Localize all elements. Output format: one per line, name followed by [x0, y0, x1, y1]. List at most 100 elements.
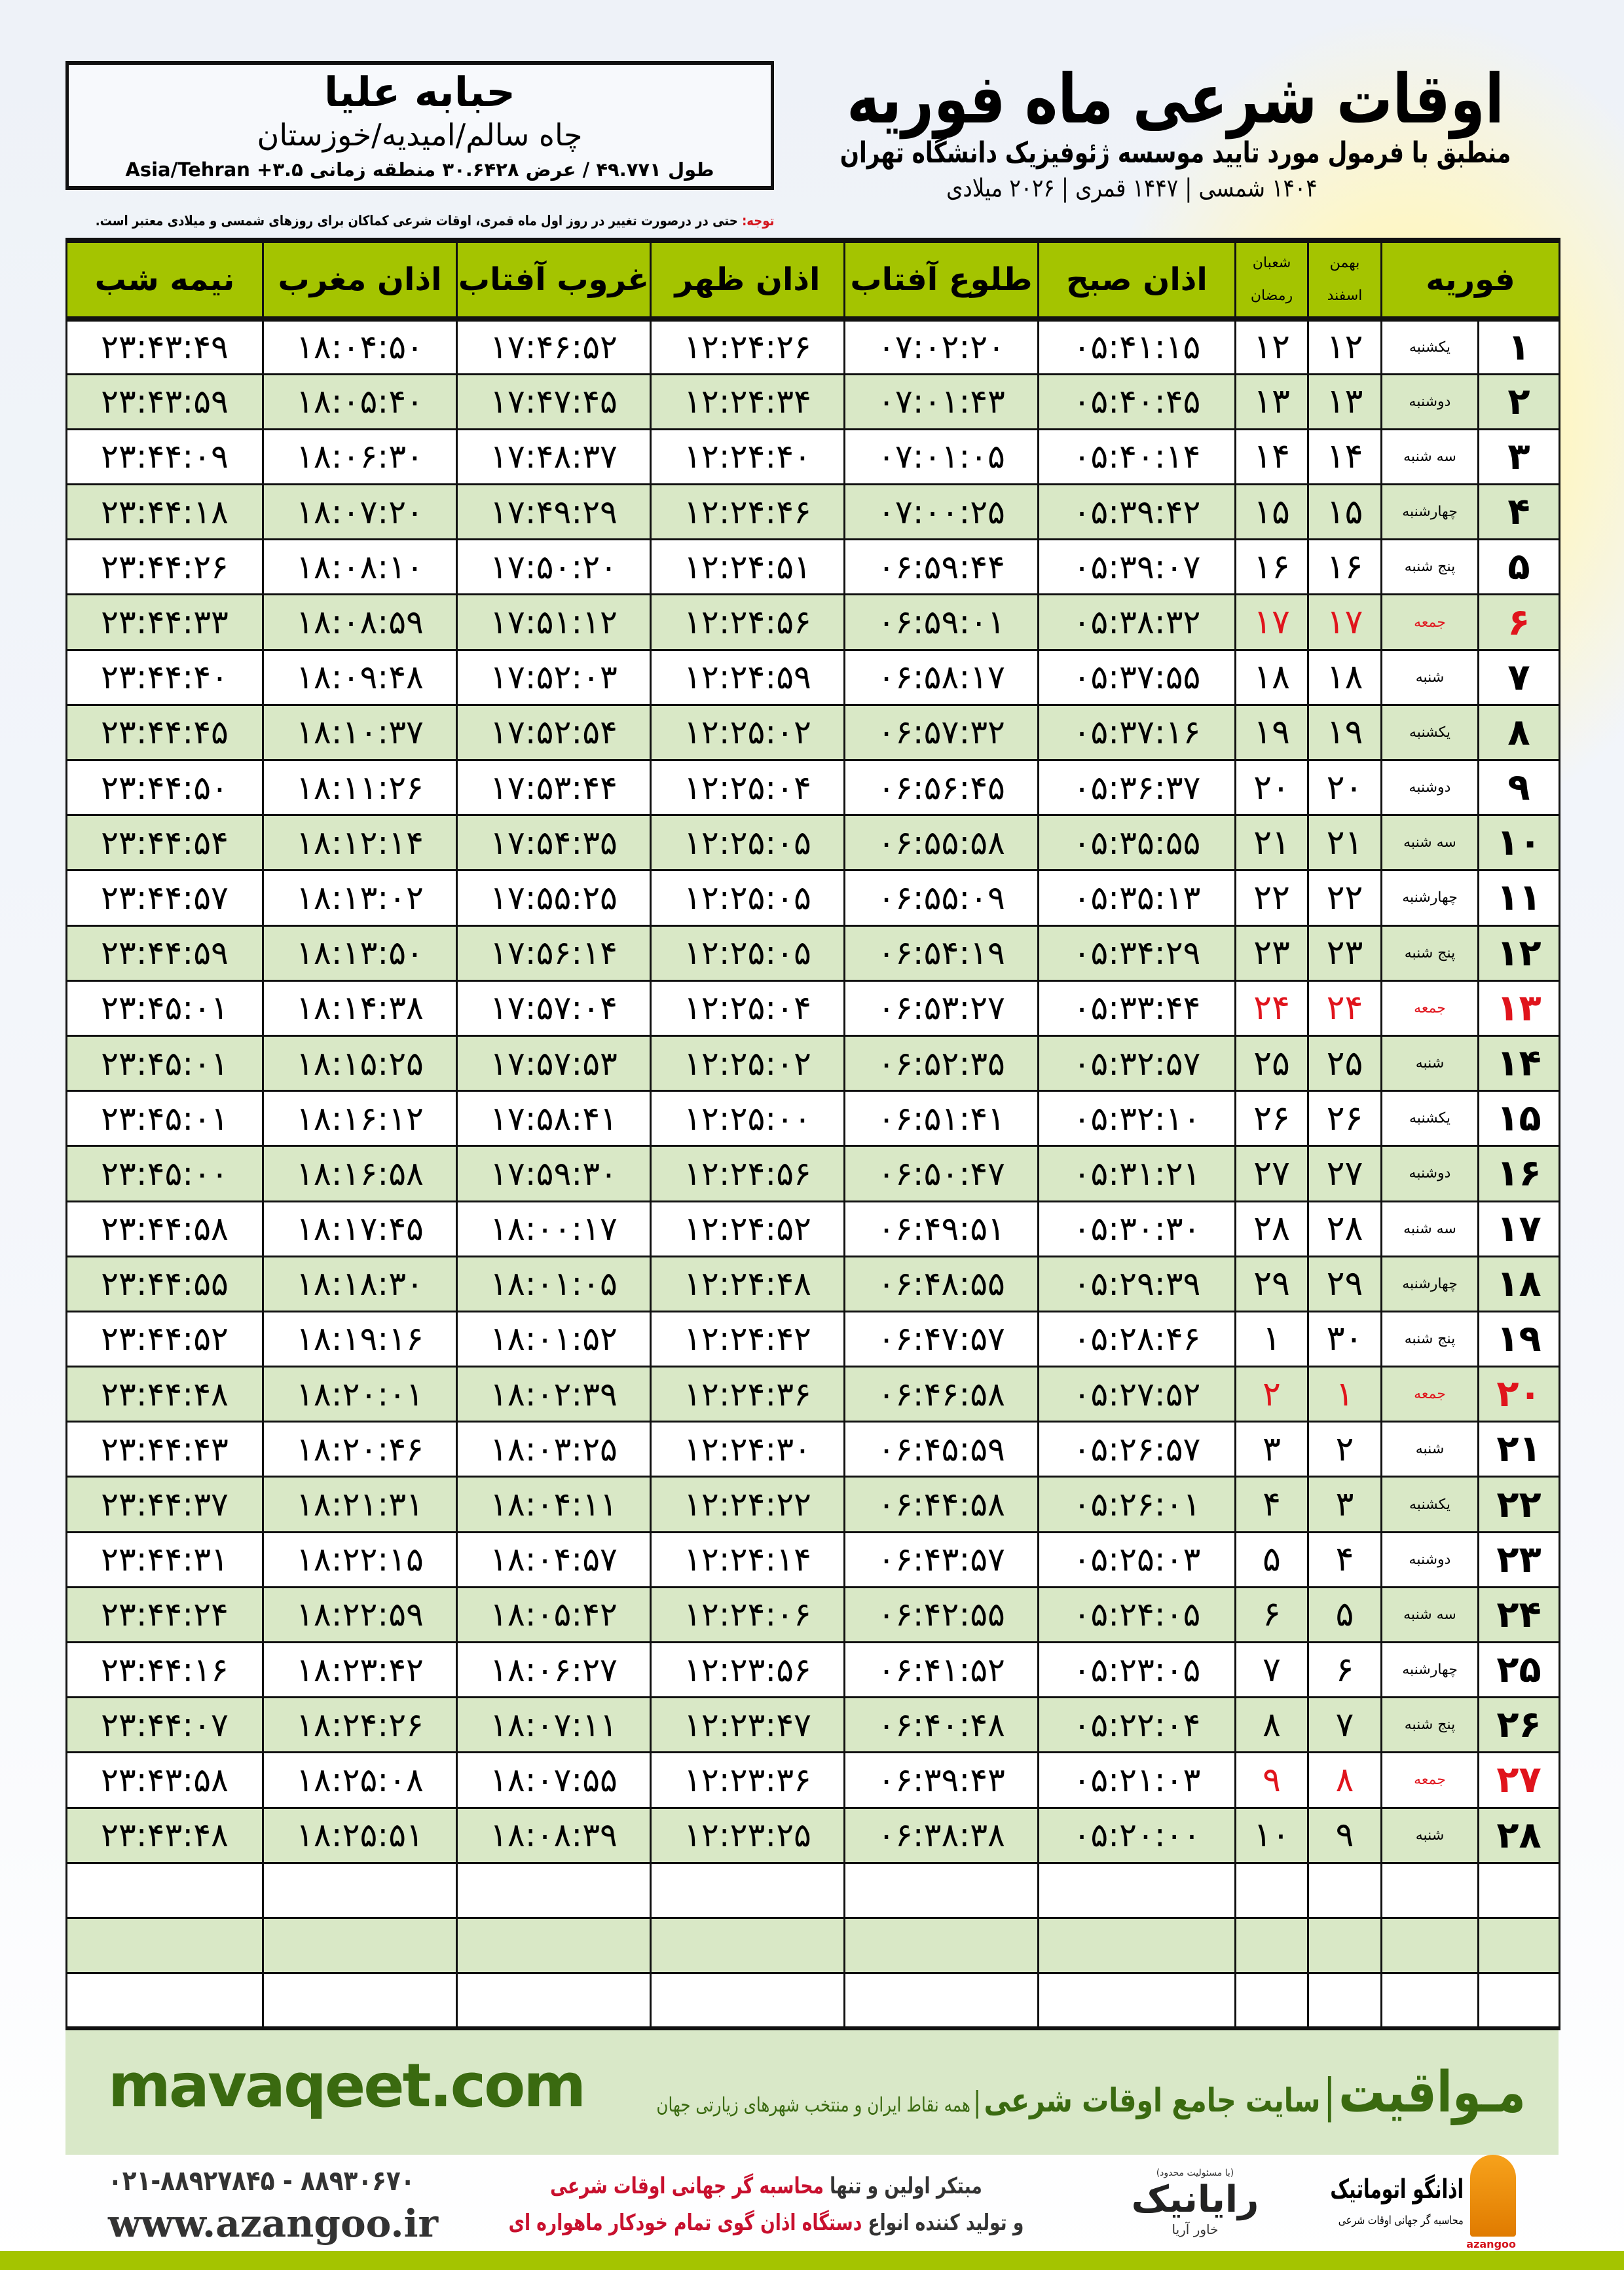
nimeshab-time: ۲۳:۴۴:۳۷	[65, 1476, 264, 1533]
nimeshab-time: ۲۳:۴۴:۱۶	[65, 1641, 264, 1699]
zohr-time: ۱۲:۲۵:۰۵	[650, 924, 845, 982]
azangoo-website[interactable]: www.azangoo.ir	[108, 2201, 439, 2246]
shamsi-day: ۱۵	[1307, 483, 1382, 541]
col-zohr: اذان ظهر	[650, 238, 845, 322]
shamsi-day: ۱	[1307, 1366, 1382, 1423]
shamsi-day: ۲۴	[1307, 979, 1382, 1037]
weekday: دوشنبه	[1380, 758, 1480, 817]
ghorub-time: ۱۷:۴۶:۵۲	[456, 318, 652, 375]
note-label: توجه:	[741, 213, 774, 229]
col-tolu: طلوع آفتاب	[843, 238, 1039, 322]
tolu-time: ۰۶:۴۸:۵۵	[843, 1255, 1039, 1312]
sobh-time: ۰۵:۳۲:۵۷	[1037, 1034, 1236, 1092]
day-number: ۷	[1477, 648, 1561, 706]
site-tagline: مـواقیت | سایت جامع اوقات شرعی | همه نقا…	[656, 2060, 1526, 2125]
col-shamsi: بهمن اسفند	[1307, 238, 1382, 322]
zohr-time: ۱۲:۲۵:۰۰	[650, 1090, 845, 1147]
maghrib-time: ۱۸:۱۷:۴۵	[262, 1200, 458, 1257]
qamari-day: ۵	[1234, 1531, 1309, 1588]
table-row: ۱۰ سه شنبه ۲۱ ۲۱ ۰۵:۳۵:۵۵ ۰۶:۵۵:۵۸ ۱۲:۲۵:۰۵ ۱۷:…	[65, 814, 1561, 872]
col-sobh: اذان صبح	[1037, 238, 1236, 322]
tolu-time: ۰۶:۴۳:۵۷	[843, 1531, 1039, 1588]
empty-cell	[456, 1916, 652, 1975]
qamari-day: ۲۴	[1234, 979, 1309, 1037]
nimeshab-time: ۲۳:۴۴:۵۵	[65, 1255, 264, 1312]
maghrib-time: ۱۸:۱۳:۵۰	[262, 924, 458, 982]
page-title: اوقات شرعی ماه فوریه	[847, 59, 1504, 139]
shamsi-day: ۳۰	[1307, 1310, 1382, 1368]
nimeshab-time: ۲۳:۴۴:۴۵	[65, 703, 264, 762]
tolu-time: ۰۷:۰۲:۲۰	[843, 318, 1039, 375]
nimeshab-time: ۲۳:۴۴:۵۸	[65, 1200, 264, 1257]
tolu-time: ۰۶:۵۵:۰۹	[843, 869, 1039, 927]
location-coords: طول ۴۹.۷۷۱ / عرض ۳۰.۶۴۲۸ منطقه زمانی ۳.۵…	[125, 158, 714, 181]
nimeshab-time: ۲۳:۴۴:۱۸	[65, 483, 264, 541]
weekday: شنبه	[1380, 648, 1480, 706]
day-number: ۱۳	[1477, 979, 1561, 1037]
qamari-day: ۱۷	[1234, 593, 1309, 651]
zohr-time: ۱۲:۲۴:۴۸	[650, 1255, 845, 1312]
ghorub-time: ۱۷:۵۶:۱۴	[456, 924, 652, 982]
table-row: ۲۸ شنبه ۹ ۱۰ ۰۵:۲۰:۰۰ ۰۶:۳۸:۳۸ ۱۲:۲۳:۲۵ ۱۸:۰۸:۳…	[65, 1806, 1561, 1864]
day-number: ۱۶	[1477, 1145, 1561, 1202]
maghrib-time: ۱۸:۲۲:۵۹	[262, 1586, 458, 1644]
qamari-day: ۲۵	[1234, 1034, 1309, 1092]
shamsi-day: ۲	[1307, 1421, 1382, 1478]
weekday: پنج شنبه	[1380, 538, 1480, 596]
day-number: ۲۱	[1477, 1421, 1561, 1478]
location-name: حبابه علیا	[324, 68, 515, 116]
qamari-day: ۱۶	[1234, 538, 1309, 596]
tolu-time: ۰۶:۴۷:۵۷	[843, 1310, 1039, 1368]
maghrib-time: ۱۸:۱۲:۱۴	[262, 814, 458, 872]
empty-cell	[843, 1972, 1039, 2030]
tolu-time: ۰۶:۵۵:۵۸	[843, 814, 1039, 872]
sobh-time: ۰۵:۴۰:۱۴	[1037, 428, 1236, 486]
prayer-times-table: فوریه بهمن اسفند شعبان رمضان اذان صبح طلوع…	[65, 238, 1561, 2030]
promo-1a: مبتکر اولین و تنها	[823, 2173, 982, 2199]
maghrib-time: ۱۸:۱۸:۳۰	[262, 1255, 458, 1312]
ghorub-time: ۱۷:۵۲:۵۴	[456, 703, 652, 762]
empty-cell	[456, 1972, 652, 2030]
day-number: ۲۲	[1477, 1476, 1561, 1533]
bottom-bar	[0, 2251, 1624, 2270]
qamari-day: ۴	[1234, 1476, 1309, 1533]
empty-cell	[1477, 1861, 1561, 1919]
table-row: ۱۱ چهارشنبه ۲۲ ۲۲ ۰۵:۳۵:۱۳ ۰۶:۵۵:۰۹ ۱۲:۲۵:۰۵ ۱۷…	[65, 869, 1561, 927]
footer-banner	[65, 2030, 1559, 2155]
table-row: ۷ شنبه ۱۸ ۱۸ ۰۵:۳۷:۵۵ ۰۶:۵۸:۱۷ ۱۲:۲۴:۵۹ ۱۷:۵۲:۰…	[65, 648, 1561, 706]
table-row: ۴ چهارشنبه ۱۵ ۱۵ ۰۵:۳۹:۴۲ ۰۷:۰۰:۲۵ ۱۲:۲۴:۴۶ ۱۷:…	[65, 483, 1561, 541]
empty-cell	[65, 1916, 264, 1975]
qamari-day: ۹	[1234, 1751, 1309, 1809]
empty-cell	[1307, 1972, 1382, 2030]
day-number: ۸	[1477, 703, 1561, 762]
shamsi-day: ۲۲	[1307, 869, 1382, 927]
day-number: ۹	[1477, 758, 1561, 817]
maghrib-time: ۱۸:۲۴:۲۶	[262, 1696, 458, 1754]
empty-cell	[262, 1916, 458, 1975]
shamsi-day: ۱۶	[1307, 538, 1382, 596]
day-number: ۳	[1477, 428, 1561, 486]
tolu-time: ۰۶:۵۳:۲۷	[843, 979, 1039, 1037]
maghrib-time: ۱۸:۰۸:۱۰	[262, 538, 458, 596]
ghorub-time: ۱۷:۵۷:۵۳	[456, 1034, 652, 1092]
empty-cell	[1380, 1916, 1480, 1975]
mavaqeet-logo: مـواقیت	[1338, 2060, 1526, 2125]
qamari-day: ۱۳	[1234, 373, 1309, 430]
maghrib-time: ۱۸:۱۱:۲۶	[262, 758, 458, 817]
weekday: شنبه	[1380, 1806, 1480, 1864]
sobh-time: ۰۵:۲۸:۴۶	[1037, 1310, 1236, 1368]
rayanik-note: (با مسئولیت محدود)	[1156, 2168, 1234, 2178]
maghrib-time: ۱۸:۲۲:۱۵	[262, 1531, 458, 1588]
tolu-time: ۰۷:۰۱:۴۳	[843, 373, 1039, 430]
sobh-time: ۰۵:۳۹:۴۲	[1037, 483, 1236, 541]
qamari-day: ۱۹	[1234, 703, 1309, 762]
ghorub-time: ۱۸:۰۵:۴۲	[456, 1586, 652, 1644]
empty-row	[65, 1916, 1561, 1975]
maghrib-time: ۱۸:۲۳:۴۲	[262, 1641, 458, 1699]
zohr-time: ۱۲:۲۴:۴۲	[650, 1310, 845, 1368]
contact-info: ۰۲۱-۸۸۹۲۷۸۴۵ - ۸۸۹۳۰۶۷۰ www.azangoo.ir	[108, 2161, 469, 2246]
sobh-time: ۰۵:۳۴:۲۹	[1037, 924, 1236, 982]
col-shamsi-top: بهمن	[1329, 255, 1360, 271]
site-url[interactable]: mavaqeet.com	[108, 2051, 586, 2121]
table-row: ۲۱ شنبه ۲ ۳ ۰۵:۲۶:۵۷ ۰۶:۴۵:۵۹ ۱۲:۲۴:۳۰ ۱۸:۰۳:۲۵…	[65, 1421, 1561, 1478]
